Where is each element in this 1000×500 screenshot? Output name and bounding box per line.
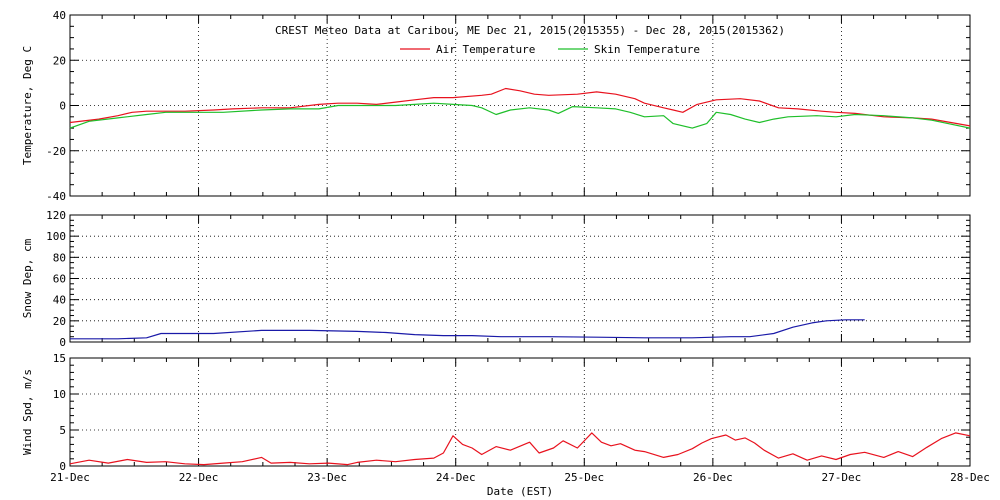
chart-title: CREST Meteo Data at Caribou, ME Dec 21, … bbox=[275, 24, 785, 37]
series-line-air-temperature bbox=[69, 87, 971, 127]
y-tick-label: 80 bbox=[53, 251, 66, 264]
y-tick-label: -40 bbox=[46, 190, 66, 203]
y-tick-label: 0 bbox=[59, 100, 66, 113]
x-axis-label: Date (EST) bbox=[487, 485, 553, 498]
y-axis-label: Temperature, Deg C bbox=[21, 46, 34, 165]
panel-snow_depth: 0 20 40 60 80 100 120 Snow Dep, cm bbox=[21, 209, 971, 349]
y-tick-label: 0 bbox=[59, 460, 66, 473]
series-line-snow-depth bbox=[70, 319, 865, 340]
y-tick-label: 40 bbox=[53, 9, 66, 22]
x-tick-label: 22-Dec bbox=[179, 471, 219, 484]
y-tick-label: 20 bbox=[53, 315, 66, 328]
legend: Air Temperature Skin Temperature bbox=[400, 43, 700, 56]
y-tick-label: 40 bbox=[53, 294, 66, 307]
x-tick-label: 27-Dec bbox=[822, 471, 862, 484]
panel-temperature: -40 -20 0 20 40 Temperature, Deg C bbox=[21, 9, 971, 203]
x-axis: 21-Dec 22-Dec 23-Dec 24-Dec 25-Dec 26-Dec 27-D… bbox=[50, 471, 990, 484]
x-tick-label: 26-Dec bbox=[693, 471, 733, 484]
x-tick-label: 28-Dec bbox=[950, 471, 990, 484]
y-tick-label: 120 bbox=[46, 209, 66, 222]
x-tick-label: 23-Dec bbox=[307, 471, 347, 484]
x-tick-label: 25-Dec bbox=[564, 471, 604, 484]
y-tick-label: 60 bbox=[53, 273, 66, 286]
y-tick-label: 15 bbox=[53, 352, 66, 365]
panels: -40 -20 0 20 40 Temperature, Deg C 0 20 40 60 80 10… bbox=[21, 9, 971, 473]
y-tick-label: -20 bbox=[46, 145, 66, 158]
x-tick-label: 24-Dec bbox=[436, 471, 476, 484]
panel-wind_speed: 0 5 10 15 Wind Spd, m/s bbox=[21, 352, 971, 473]
legend-label: Air Temperature bbox=[436, 43, 535, 56]
y-tick-label: 0 bbox=[59, 336, 66, 349]
y-tick-label: 100 bbox=[46, 230, 66, 243]
series-line-skin-temperature bbox=[69, 102, 971, 129]
y-tick-label: 5 bbox=[59, 424, 66, 437]
legend-label: Skin Temperature bbox=[594, 43, 700, 56]
y-tick-label: 20 bbox=[53, 54, 66, 67]
x-tick-label: 21-Dec bbox=[50, 471, 90, 484]
y-tick-label: 10 bbox=[53, 388, 66, 401]
y-axis-label: Snow Dep, cm bbox=[21, 238, 34, 318]
series-line-wind-speed bbox=[69, 432, 971, 466]
y-axis-label: Wind Spd, m/s bbox=[21, 369, 34, 455]
